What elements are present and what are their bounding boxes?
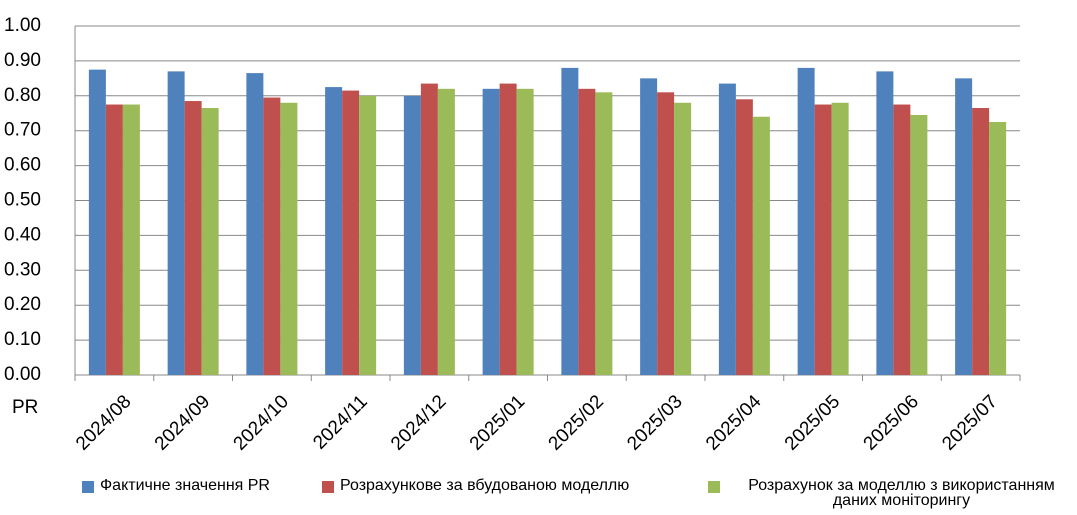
bar	[403, 95, 421, 376]
x-tick-label: 2024/08	[72, 391, 135, 454]
y-tick-label: 0.70	[4, 120, 41, 141]
x-tick-label: 2024/11	[309, 391, 371, 453]
legend-item: Фактичне значення PR	[82, 477, 342, 494]
bar	[640, 78, 658, 375]
x-tick-label: 2025/02	[545, 391, 608, 454]
bar	[420, 83, 438, 376]
x-tick-label: 2025/05	[781, 391, 844, 454]
legend-item: Розрахункове за вбудованою моделлю	[322, 477, 702, 494]
bar	[831, 102, 849, 375]
y-tick-label: 0.40	[4, 224, 41, 245]
x-tick-label: 2024/09	[151, 391, 214, 454]
bar	[752, 116, 770, 376]
y-tick-label: 1.00	[4, 15, 41, 36]
bar	[167, 71, 185, 376]
bar	[482, 88, 500, 375]
bar	[105, 104, 123, 376]
x-tick-label: 2024/12	[387, 391, 450, 454]
legend-label: Фактичне значення PR	[100, 477, 270, 494]
y-axis-label: PR	[12, 397, 38, 418]
y-tick-label: 0.60	[4, 155, 41, 176]
y-tick-label: 0.20	[4, 294, 41, 315]
bar	[814, 104, 832, 376]
bar	[989, 121, 1007, 375]
bar	[657, 92, 675, 375]
bar	[955, 78, 973, 375]
x-tick-label: 2025/01	[466, 391, 529, 454]
bar	[122, 104, 140, 376]
bar	[893, 104, 911, 376]
x-tick-label: 2025/03	[623, 391, 686, 454]
y-tick-label: 0.10	[4, 329, 41, 350]
bar	[561, 67, 579, 375]
bar	[246, 73, 264, 376]
bar	[437, 88, 455, 375]
bar	[797, 67, 815, 375]
legend-label: Розрахункове за вбудованою моделлю	[340, 477, 630, 494]
bar	[325, 87, 343, 375]
bar	[910, 114, 928, 376]
bar	[718, 83, 736, 376]
legend-swatch	[708, 481, 720, 493]
bar	[674, 102, 692, 375]
plot: PR 0.00 0.10 0.20 0.30 0.40 0.50 0.60 0.70 0.80 0…	[4, 15, 1021, 455]
bar	[972, 108, 990, 375]
y-tick-label: 0.30	[4, 259, 41, 280]
y-tick-label: 0.50	[4, 190, 41, 211]
bar	[88, 69, 106, 375]
bar	[280, 102, 298, 375]
legend-label: Розрахунок за моделлю з використанням да…	[748, 477, 1055, 509]
bar	[359, 95, 377, 376]
y-tick-label: 0.00	[4, 364, 41, 385]
x-tick-label: 2025/04	[702, 391, 766, 455]
bar	[876, 71, 894, 376]
legend: Фактичне значення PR Розрахункове за вбуд…	[0, 478, 1077, 515]
x-tick-label: 2024/10	[230, 391, 293, 454]
bar	[342, 90, 360, 375]
bar	[201, 108, 219, 375]
legend-swatch	[82, 481, 94, 493]
x-tick-label: 2025/06	[860, 391, 923, 454]
bar	[499, 83, 517, 376]
bar	[263, 97, 281, 376]
bar	[578, 88, 596, 375]
x-tick-label: 2025/07	[938, 391, 1001, 454]
bar	[184, 101, 202, 375]
bar	[516, 88, 534, 375]
bar	[735, 99, 753, 375]
legend-swatch	[322, 481, 334, 493]
bar	[595, 92, 613, 375]
y-tick-label: 0.80	[4, 85, 41, 106]
legend-item: Розрахунок за моделлю з використанням да…	[708, 477, 1077, 509]
y-tick-label: 0.90	[4, 50, 41, 71]
